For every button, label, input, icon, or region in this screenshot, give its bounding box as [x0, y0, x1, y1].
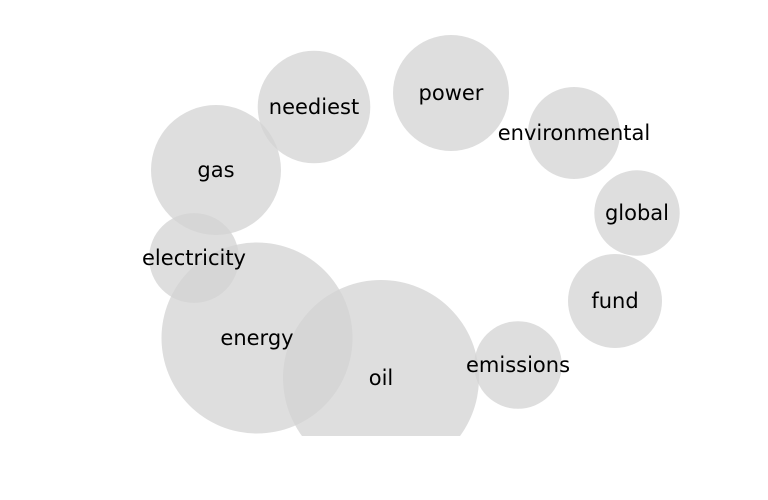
- bubble-label-electricity: electricity: [142, 246, 246, 270]
- labels-layer: oil energy gas power neediest emissions enviro…: [142, 81, 669, 390]
- bubble-global: [594, 170, 680, 256]
- bubble-label-energy: energy: [220, 326, 293, 350]
- bubble-label-neediest: neediest: [269, 95, 359, 119]
- bubble-fund: [568, 254, 662, 348]
- bubble-gas: [151, 105, 281, 235]
- bubble-electricity: [149, 213, 239, 303]
- bubble-label-global: global: [605, 201, 669, 225]
- bubble-label-emissions: emissions: [466, 353, 570, 377]
- bubble-environmental: [528, 87, 620, 179]
- bubble-power: [393, 35, 509, 151]
- bubble-emissions: [474, 321, 562, 409]
- bubble-label-power: power: [419, 81, 484, 105]
- bubble-label-oil: oil: [369, 366, 394, 390]
- bubbles-layer: [149, 35, 680, 436]
- bubble-label-environmental: environmental: [498, 121, 650, 145]
- bubble-label-fund: fund: [591, 289, 638, 313]
- bubble-label-gas: gas: [197, 158, 234, 182]
- bubble-neediest: [257, 50, 371, 164]
